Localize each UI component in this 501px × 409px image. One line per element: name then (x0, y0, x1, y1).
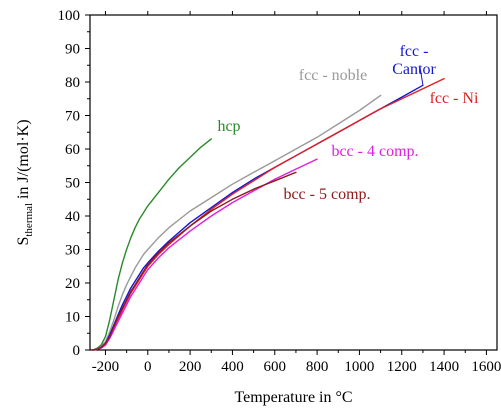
series-label-bcc-4-comp: bcc - 4 comp. (331, 143, 418, 160)
series-label-fcc-cantor: Cantor (392, 61, 436, 78)
x-tick-label: 400 (221, 359, 244, 375)
x-axis-title: Temperature in °C (234, 389, 352, 406)
y-tick-label: 10 (65, 310, 80, 326)
y-tick-label: 0 (73, 343, 81, 359)
x-tick-label: 600 (264, 359, 287, 375)
series-label-bcc-5-comp: bcc - 5 comp. (283, 186, 370, 203)
series-line-fcc-cantor (92, 84, 424, 351)
x-tick-label: 1400 (429, 359, 459, 375)
series-line-fcc-ni (92, 77, 445, 351)
x-tick-label: 800 (306, 359, 329, 375)
series-labels: hcp fcc - noble fcc -Cantor fcc - Ni bcc - 4… (217, 43, 479, 203)
series-line-hcp (92, 138, 213, 351)
y-tick-label: 40 (65, 209, 80, 225)
y-axis-title: Sthermal in J/(mol·K) (15, 119, 35, 245)
series-label-fcc-ni: fcc - Ni (430, 90, 479, 107)
plot-frame (89, 14, 498, 351)
x-tick-label: 1000 (344, 359, 374, 375)
y-axis-title-main: S (15, 237, 32, 246)
cantor-leader-line (419, 66, 424, 86)
x-tick-label: 0 (144, 359, 152, 375)
y-tick-label: 30 (65, 243, 80, 259)
y-tick-label: 70 (65, 109, 80, 125)
curves (92, 77, 445, 351)
x-tick-label: 200 (179, 359, 202, 375)
y-tick-label: 90 (65, 42, 80, 58)
series-line-bcc-4-comp (92, 158, 318, 351)
series-line-bcc-5-comp (92, 171, 297, 351)
series-line-fcc-noble (92, 94, 382, 351)
y-axis-title-subscript: thermal (23, 203, 35, 237)
x-tick-label: -200 (92, 359, 120, 375)
series-label-hcp: hcp (217, 118, 240, 135)
y-tick-label: 80 (65, 75, 80, 91)
x-tick-label: 1200 (387, 359, 417, 375)
y-axis-title-unit: in J/(mol·K) (15, 119, 32, 203)
series-label-fcc-cantor: fcc - (400, 43, 429, 60)
axes: -200 0 200 400 600 800 1000 1200 1400 1600 0 10 20 30… (58, 8, 501, 375)
x-tick-label: 1600 (471, 359, 501, 375)
y-tick-label: 50 (65, 176, 80, 192)
y-tick-label: 60 (65, 142, 80, 158)
series-label-fcc-noble: fcc - noble (299, 67, 367, 84)
y-tick-label: 100 (58, 8, 81, 24)
y-tick-label: 20 (65, 276, 80, 292)
